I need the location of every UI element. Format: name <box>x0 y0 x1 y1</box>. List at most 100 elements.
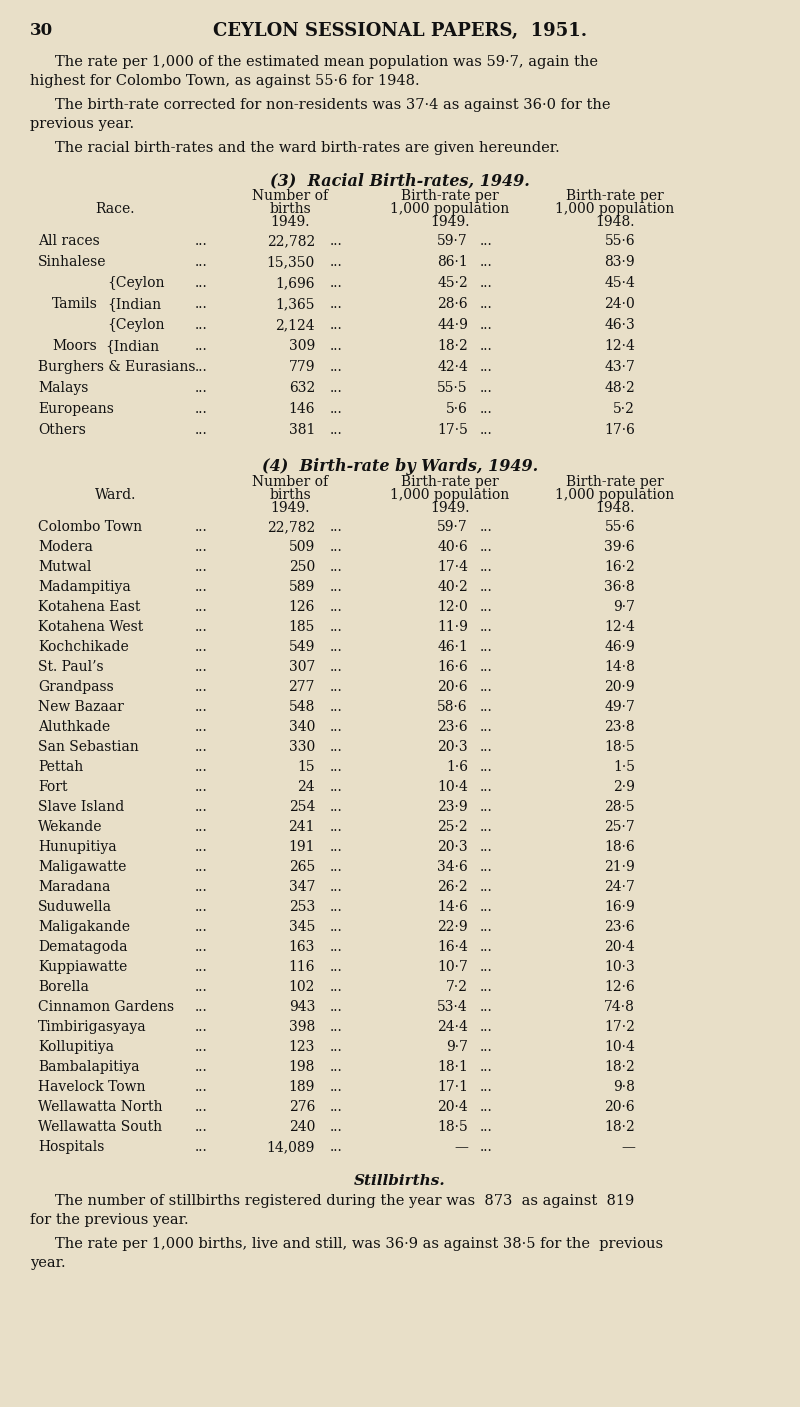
Text: 17·5: 17·5 <box>437 424 468 438</box>
Text: ...: ... <box>195 1000 208 1014</box>
Text: ...: ... <box>330 521 342 535</box>
Text: 22,782: 22,782 <box>266 234 315 248</box>
Text: 1949.: 1949. <box>430 215 470 229</box>
Text: ...: ... <box>330 660 342 674</box>
Text: ...: ... <box>330 580 342 594</box>
Text: Number of: Number of <box>252 189 328 203</box>
Text: 48·2: 48·2 <box>604 381 635 395</box>
Text: ...: ... <box>480 720 493 734</box>
Text: 250: 250 <box>289 560 315 574</box>
Text: ...: ... <box>480 1020 493 1034</box>
Text: 1,000 population: 1,000 population <box>390 203 510 217</box>
Text: ...: ... <box>480 599 493 613</box>
Text: 146: 146 <box>289 402 315 416</box>
Text: ...: ... <box>330 720 342 734</box>
Text: 18·6: 18·6 <box>604 840 635 854</box>
Text: 185: 185 <box>289 620 315 635</box>
Text: 22·9: 22·9 <box>438 920 468 934</box>
Text: 20·3: 20·3 <box>438 840 468 854</box>
Text: 549: 549 <box>289 640 315 654</box>
Text: 1·6: 1·6 <box>446 760 468 774</box>
Text: 1,000 population: 1,000 population <box>390 488 510 502</box>
Text: Cinnamon Gardens: Cinnamon Gardens <box>38 1000 174 1014</box>
Text: 9·7: 9·7 <box>446 1040 468 1054</box>
Text: 10·4: 10·4 <box>437 779 468 794</box>
Text: 46·9: 46·9 <box>604 640 635 654</box>
Text: Burghers & Eurasians: Burghers & Eurasians <box>38 360 195 374</box>
Text: ...: ... <box>330 701 342 713</box>
Text: ...: ... <box>480 255 493 269</box>
Text: Kotahena West: Kotahena West <box>38 620 143 635</box>
Text: All races: All races <box>38 234 100 248</box>
Text: 83·9: 83·9 <box>604 255 635 269</box>
Text: ...: ... <box>330 760 342 774</box>
Text: ...: ... <box>195 1140 208 1154</box>
Text: Europeans: Europeans <box>38 402 114 416</box>
Text: ...: ... <box>480 1040 493 1054</box>
Text: ...: ... <box>330 920 342 934</box>
Text: ...: ... <box>480 920 493 934</box>
Text: ...: ... <box>195 424 208 438</box>
Text: 12·4: 12·4 <box>604 339 635 353</box>
Text: 189: 189 <box>289 1081 315 1095</box>
Text: ...: ... <box>480 297 493 311</box>
Text: ...: ... <box>195 521 208 535</box>
Text: ...: ... <box>195 560 208 574</box>
Text: ...: ... <box>330 234 342 248</box>
Text: ...: ... <box>480 424 493 438</box>
Text: 126: 126 <box>289 599 315 613</box>
Text: ...: ... <box>330 1020 342 1034</box>
Text: ...: ... <box>480 360 493 374</box>
Text: ...: ... <box>195 660 208 674</box>
Text: 20·3: 20·3 <box>438 740 468 754</box>
Text: ...: ... <box>480 660 493 674</box>
Text: 276: 276 <box>289 1100 315 1114</box>
Text: 943: 943 <box>289 1000 315 1014</box>
Text: Hospitals: Hospitals <box>38 1140 104 1154</box>
Text: 53·4: 53·4 <box>438 1000 468 1014</box>
Text: 340: 340 <box>289 720 315 734</box>
Text: —: — <box>454 1140 468 1154</box>
Text: ...: ... <box>195 1040 208 1054</box>
Text: Malays: Malays <box>38 381 88 395</box>
Text: 10·3: 10·3 <box>604 960 635 974</box>
Text: 1948.: 1948. <box>595 215 634 229</box>
Text: ...: ... <box>195 920 208 934</box>
Text: Slave Island: Slave Island <box>38 801 124 815</box>
Text: 18·5: 18·5 <box>604 740 635 754</box>
Text: 55·6: 55·6 <box>604 234 635 248</box>
Text: 86·1: 86·1 <box>438 255 468 269</box>
Text: {Ceylon: {Ceylon <box>107 318 165 332</box>
Text: 16·4: 16·4 <box>437 940 468 954</box>
Text: Maradana: Maradana <box>38 879 110 893</box>
Text: 1949.: 1949. <box>270 215 310 229</box>
Text: ...: ... <box>480 402 493 416</box>
Text: ...: ... <box>480 801 493 815</box>
Text: 11·9: 11·9 <box>437 620 468 635</box>
Text: ...: ... <box>330 1000 342 1014</box>
Text: ...: ... <box>480 1059 493 1074</box>
Text: 16·6: 16·6 <box>438 660 468 674</box>
Text: ...: ... <box>330 424 342 438</box>
Text: ...: ... <box>195 1120 208 1134</box>
Text: 10·7: 10·7 <box>437 960 468 974</box>
Text: ...: ... <box>330 840 342 854</box>
Text: for the previous year.: for the previous year. <box>30 1213 189 1227</box>
Text: The birth-rate corrected for non-residents was 37·4 as against 36·0 for the: The birth-rate corrected for non-residen… <box>55 98 610 113</box>
Text: 40·6: 40·6 <box>438 540 468 554</box>
Text: Birth-rate per: Birth-rate per <box>401 476 499 490</box>
Text: Modera: Modera <box>38 540 93 554</box>
Text: ...: ... <box>480 234 493 248</box>
Text: 16·2: 16·2 <box>604 560 635 574</box>
Text: ...: ... <box>330 360 342 374</box>
Text: 18·2: 18·2 <box>604 1120 635 1134</box>
Text: ...: ... <box>330 820 342 834</box>
Text: 17·1: 17·1 <box>437 1081 468 1095</box>
Text: ...: ... <box>195 940 208 954</box>
Text: Pettah: Pettah <box>38 760 83 774</box>
Text: ...: ... <box>480 1000 493 1014</box>
Text: ...: ... <box>330 740 342 754</box>
Text: Number of: Number of <box>252 476 328 490</box>
Text: 1948.: 1948. <box>595 501 634 515</box>
Text: previous year.: previous year. <box>30 117 134 131</box>
